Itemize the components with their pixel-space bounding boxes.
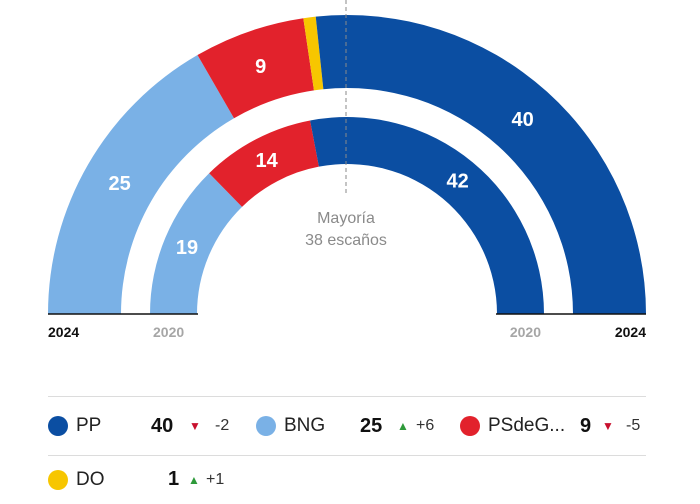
trend-up-icon: ▲: [397, 419, 409, 433]
segment-2020-psdeg: [209, 120, 319, 207]
party-name: BNG: [284, 415, 326, 436]
year-label-inner-left: 2020: [153, 324, 184, 340]
segment-2024-psdeg: [197, 18, 314, 119]
legend-item-do: DO 1 ▲ +1: [48, 455, 248, 504]
seat-label-2020-bng: 19: [176, 237, 198, 259]
trend-down-icon: ▼: [602, 419, 614, 433]
legend-row: DO 1 ▲ +1: [48, 455, 646, 504]
segment-2020-bng: [150, 173, 243, 314]
legend-item-pp: PP 40 ▼ -2: [48, 397, 248, 455]
legend-item-psdeg: PSdeG... 9 ▼ -5: [460, 397, 646, 455]
seat-change: +1: [206, 470, 225, 488]
seat-change: -2: [215, 417, 230, 434]
seat-label-2024-pp: 40: [512, 109, 534, 131]
legend-item-bng: BNG 25 ▲ +6: [256, 397, 456, 455]
seat-label-2020-pp: 42: [446, 170, 468, 192]
seat-count: 1: [168, 468, 180, 490]
party-name: DO: [76, 468, 105, 490]
segment-2020-pp: [310, 117, 544, 315]
party-name: PP: [76, 415, 102, 436]
seat-count: 25: [360, 414, 383, 437]
seat-change: -5: [626, 417, 641, 434]
parliament-chart: 25 9 40 19 14 42 Mayoría 38 escaños 2024 202…: [48, 0, 646, 340]
year-label-outer-left: 2024: [48, 324, 79, 340]
seat-count: 9: [580, 414, 592, 437]
seat-count: 40: [151, 414, 174, 437]
party-name: PSdeG...: [488, 415, 566, 436]
ring-2024: 25 9 40: [48, 15, 646, 315]
do-color-dot: [48, 469, 68, 490]
ring-2020: 19 14 42: [150, 117, 544, 315]
majority-label-line2: 38 escaños: [305, 232, 387, 249]
psdeg-color-dot: [460, 416, 480, 436]
trend-down-icon: ▼: [189, 419, 201, 433]
segment-2024-pp: [315, 15, 646, 315]
seat-label-2024-bng: 25: [109, 173, 131, 195]
segment-2024-bng: [48, 55, 234, 314]
bng-color-dot: [256, 416, 276, 436]
segment-2024-do: [303, 16, 324, 91]
trend-up-icon: ▲: [188, 472, 200, 487]
pp-color-dot: [48, 416, 68, 436]
seat-label-2020-psdeg: 14: [255, 150, 278, 172]
majority-label-line1: Mayoría: [317, 210, 375, 227]
legend-row: PP 40 ▼ -2 BNG 25 ▲ +6 PSdeG... 9 ▼ -5: [48, 396, 646, 456]
seat-label-2024-psdeg: 9: [255, 56, 266, 78]
year-label-inner-right: 2020: [510, 324, 541, 340]
seat-change: +6: [416, 417, 435, 434]
year-label-outer-right: 2024: [615, 324, 646, 340]
